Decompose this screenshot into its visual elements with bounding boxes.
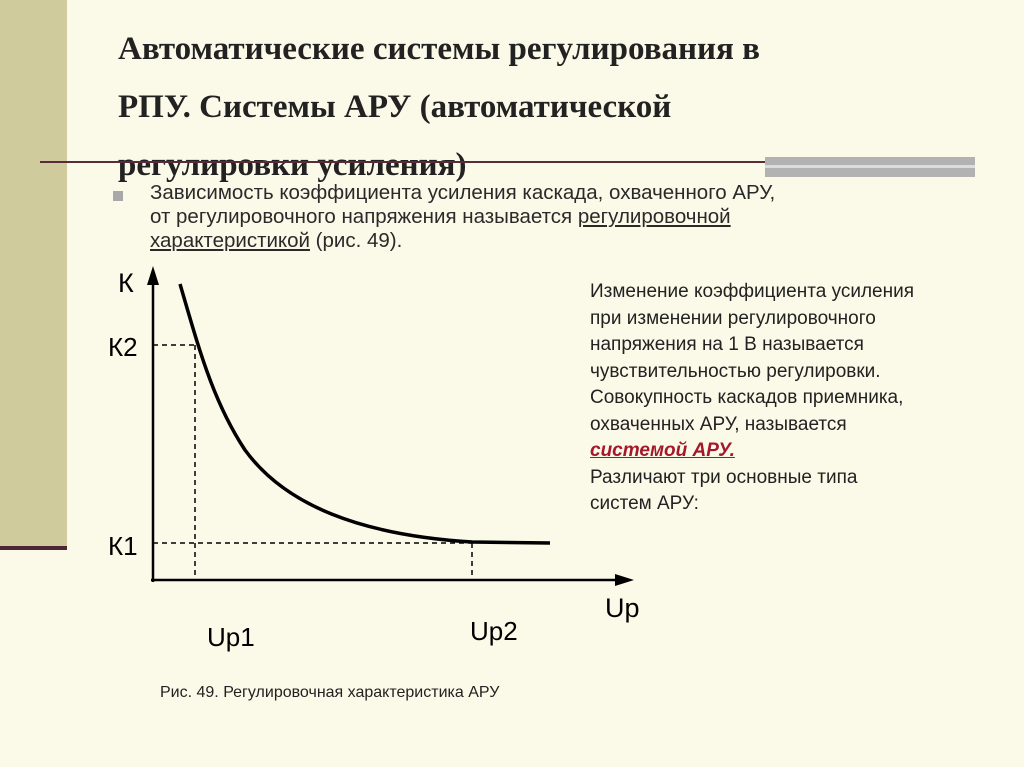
y-tick-label: К2 [108,332,138,362]
x-axis-label: Uр [605,593,640,623]
title-rule [40,161,780,163]
bullet-square-icon [113,191,123,201]
title-line-3: регулировки усиления) [118,147,467,183]
side-line: охваченных АРУ, называется [590,413,847,435]
y-axis-label: К [118,268,134,298]
side-line: Различают три основные типа [590,466,858,488]
bullet-text-3: (рис. 49). [309,229,403,252]
side-line: систем АРУ: [590,493,699,514]
y-axis-arrow-icon [147,266,159,285]
title-rule-accent [765,157,975,177]
figure-caption: Рис. 49. Регулировочная характеристика А… [160,684,500,701]
bullet-text-2: от регулировочного напряжения называется [150,205,578,228]
side-line: напряжения на 1 В называется [590,334,864,355]
term-aru-system: системой АРУ. [590,440,735,461]
title-line-2: РПУ. Системы АРУ (автоматической [118,89,672,125]
bullet-text-1: Зависимость коэффициента усиления каскад… [150,181,776,204]
side-definition: Изменение коэффициента усиления при изме… [590,279,990,518]
side-line: при изменении регулировочного [590,307,876,329]
characteristic-curve [178,283,551,545]
y-tick-label: К1 [108,531,138,561]
x-tick-label: Uр2 [470,616,518,646]
left-decor-line [0,546,67,550]
x-axis-arrow-icon [615,574,634,586]
bullet-paragraph: Зависимость коэффициента усиления каскад… [150,181,950,253]
slide-title: Автоматические системы регулирования в Р… [118,20,918,194]
side-line: Совокупность каскадов приемника, [590,387,904,408]
title-line-1: Автоматические системы регулирования в [118,31,760,67]
side-line: Изменение коэффициента усиления [590,281,915,302]
left-decor-band [0,0,67,548]
term-characteristic: характеристикой [150,229,310,252]
side-line: чувствительностью регулировки. [590,360,881,382]
x-tick-label: Uр1 [207,622,255,652]
term-regulating: регулировочной [577,205,731,228]
